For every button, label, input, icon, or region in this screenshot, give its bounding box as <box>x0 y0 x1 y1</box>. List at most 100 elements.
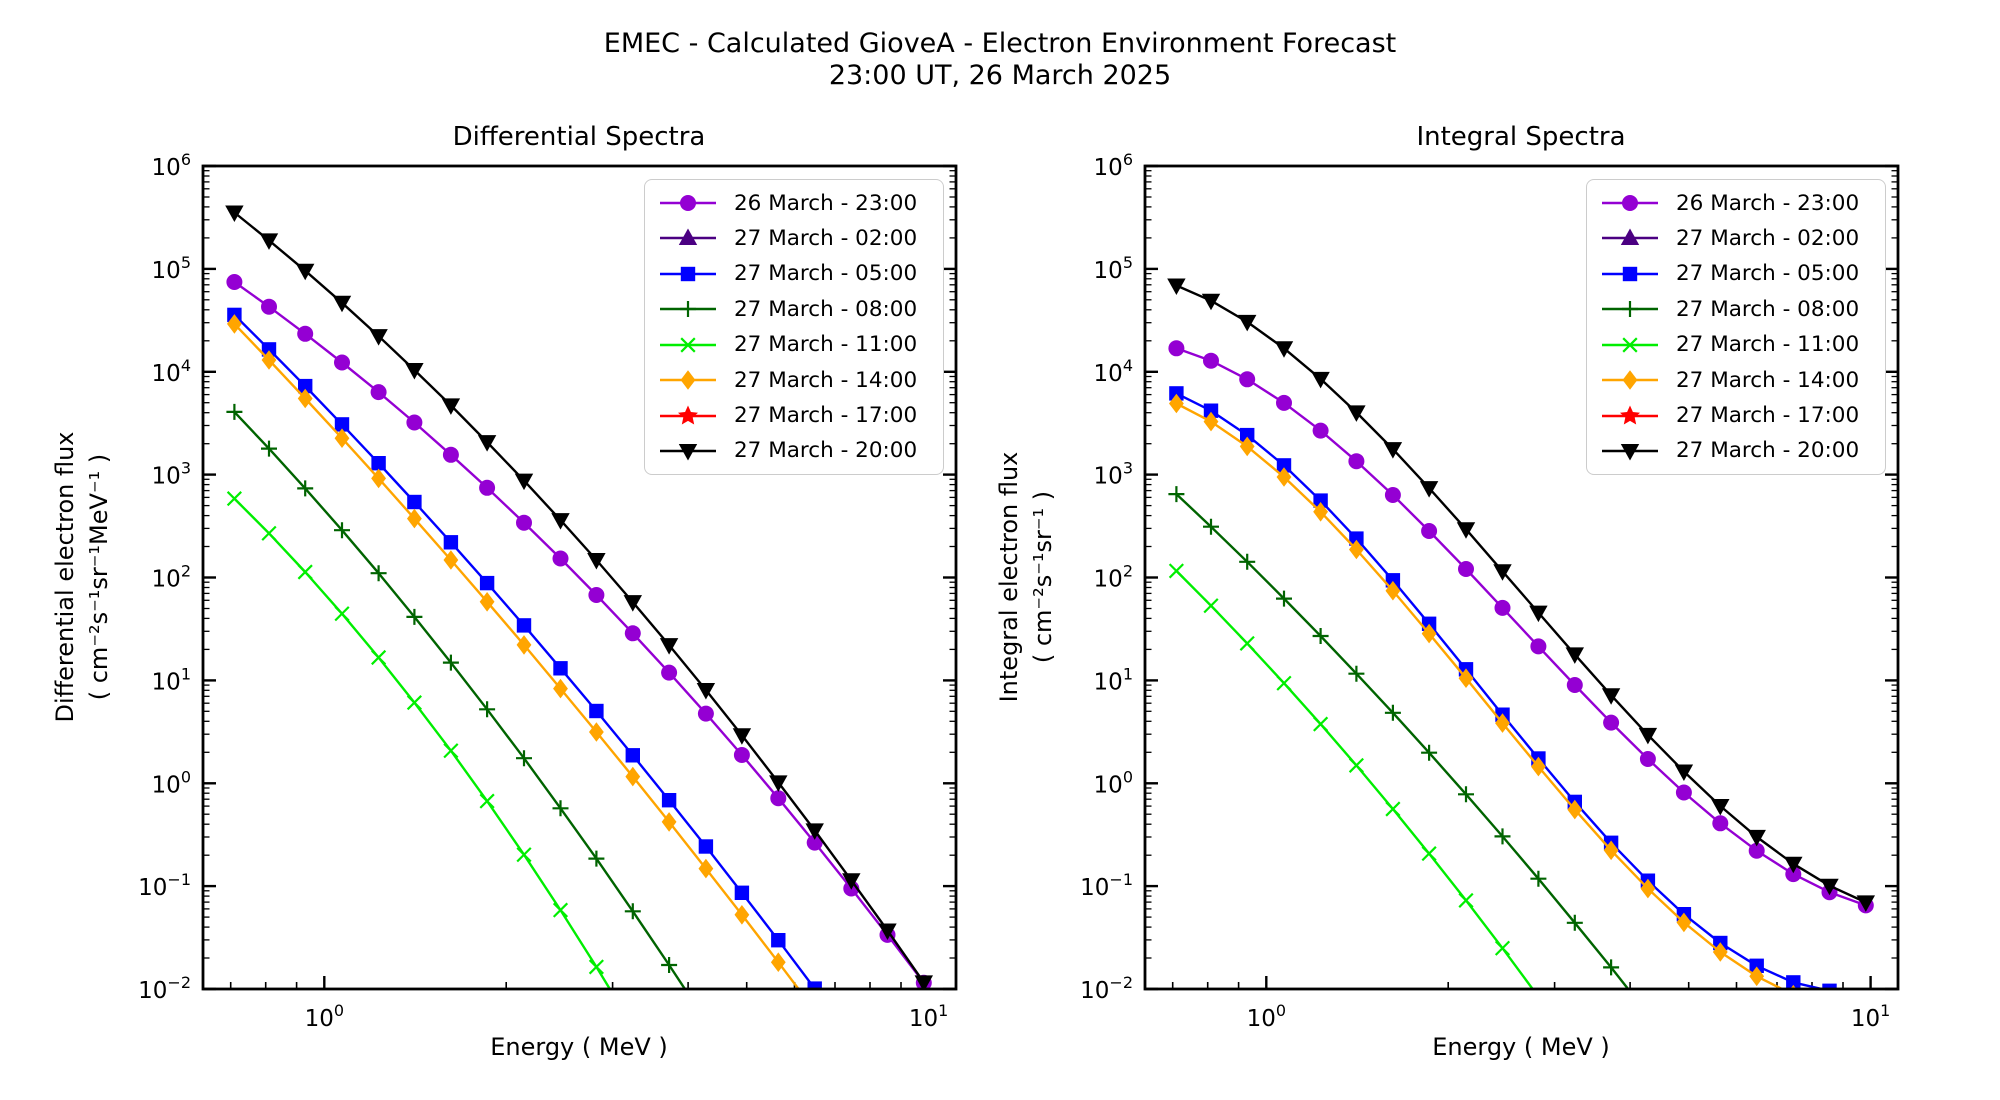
y-axis-label-integral: Integral electron flux ( cm⁻²s⁻¹sr⁻¹ ) <box>991 227 1061 927</box>
legend-label: 27 March - 11:00 <box>1676 332 1860 358</box>
legend-swatch-square-icon <box>660 266 716 282</box>
y-tick-label: 104 <box>1094 356 1133 387</box>
y-tick-label: 102 <box>1094 562 1133 593</box>
figure-suptitle: EMEC - Calculated GioveA - Electron Envi… <box>603 28 1397 59</box>
x-tick-label: 100 <box>1247 1001 1286 1032</box>
legend-entry: 27 March - 14:00 <box>1599 367 1879 393</box>
y-axis-label-units: ( cm⁻²s⁻¹sr⁻¹ ) <box>1029 490 1057 664</box>
x-axis-label-differential: Energy ( MeV ) <box>490 1033 668 1061</box>
axes-frame <box>201 164 958 991</box>
y-axis-label-text: Integral electron flux <box>995 451 1023 703</box>
y-tick-label: 100 <box>152 767 191 798</box>
axes-panel-0: 106 105 104 103 102 101 100 10−1 10−2 100 101 <box>138 150 958 1032</box>
axes-frame <box>1143 164 1900 991</box>
legend-entry: 26 March - 23:00 <box>1599 190 1879 216</box>
series-4 <box>226 491 612 989</box>
x-tick-label: 100 <box>305 1001 344 1032</box>
legend-label: 27 March - 20:00 <box>1676 438 1860 464</box>
panel-title-integral: Integral Spectra <box>1416 122 1626 152</box>
legend-label: 27 March - 20:00 <box>734 438 918 464</box>
legend-entry: 27 March - 05:00 <box>657 261 937 287</box>
legend-entry: 26 March - 23:00 <box>657 190 937 216</box>
legend-label: 27 March - 11:00 <box>734 332 918 358</box>
legend-swatch-circle-icon <box>660 195 716 211</box>
series-5 <box>1169 393 1797 989</box>
series-3 <box>1168 486 1630 989</box>
legend-label: 27 March - 17:00 <box>734 403 918 429</box>
legend-entry: 27 March - 17:00 <box>1599 403 1879 429</box>
x-tick-label: 101 <box>1851 1001 1890 1032</box>
legend-swatch-star-icon <box>660 405 716 425</box>
legend-entry: 27 March - 17:00 <box>657 403 937 429</box>
legend-entry: 27 March - 08:00 <box>657 296 937 322</box>
legend-entry: 27 March - 02:00 <box>657 225 937 251</box>
legend-entry: 27 March - 11:00 <box>657 332 937 358</box>
series-7 <box>225 205 933 989</box>
y-tick-label: 10−1 <box>1080 870 1133 901</box>
legend-swatch-plus-icon <box>1602 301 1658 318</box>
y-tick-label: 100 <box>1094 767 1133 798</box>
legend-swatch-square-icon <box>1602 266 1658 282</box>
y-tick-label: 105 <box>1094 253 1133 284</box>
y-tick-label: 101 <box>1094 664 1133 695</box>
legend-entry: 27 March - 08:00 <box>1599 296 1879 322</box>
axes-panel-1: 106 105 104 103 102 101 100 10−1 10−2 100 101 <box>1080 150 1900 1032</box>
legend-label: 27 March - 17:00 <box>1676 403 1860 429</box>
legend-label: 27 March - 05:00 <box>1676 261 1860 287</box>
legend-entry: 27 March - 20:00 <box>657 438 937 464</box>
legend-label: 27 March - 05:00 <box>734 261 918 287</box>
y-tick-label: 106 <box>1094 150 1133 181</box>
legend-label: 27 March - 14:00 <box>1676 367 1860 393</box>
legend-label: 26 March - 23:00 <box>1676 190 1860 216</box>
series-3 <box>226 403 687 989</box>
y-tick-label: 105 <box>152 253 191 284</box>
y-axis-label-text: Differential electron flux <box>51 431 79 723</box>
y-tick-label: 10−1 <box>138 870 191 901</box>
panel-title-differential: Differential Spectra <box>452 122 706 152</box>
legend-swatch-triangle_down-icon <box>1602 443 1658 461</box>
legend-swatch-triangle_down-icon <box>660 443 716 461</box>
legend-entry: 27 March - 05:00 <box>1599 261 1879 287</box>
series-4 <box>1168 563 1535 989</box>
y-tick-label: 103 <box>152 459 191 490</box>
legend-label: 27 March - 02:00 <box>1676 225 1860 251</box>
legend-label: 27 March - 14:00 <box>734 367 918 393</box>
legend-swatch-triangle_up-icon <box>660 228 716 246</box>
series-7 <box>1167 278 1875 912</box>
y-axis-label-differential: Differential electron flux ( cm⁻²s⁻¹sr⁻¹… <box>47 227 117 927</box>
y-tick-label: 10−2 <box>1080 973 1133 1004</box>
legend-swatch-triangle_up-icon <box>1602 228 1658 246</box>
legend-entry: 27 March - 11:00 <box>1599 332 1879 358</box>
y-tick-label: 102 <box>152 562 191 593</box>
legend-differential: 26 March - 23:00 27 March - 02:00 27 March… <box>644 179 944 475</box>
y-tick-label: 106 <box>152 150 191 181</box>
y-tick-label: 10−2 <box>138 973 191 1004</box>
y-axis-label-units: ( cm⁻²s⁻¹sr⁻¹MeV⁻¹ ) <box>85 453 113 701</box>
tick-labels: 106 105 104 103 102 101 100 10−1 10−2 100 101 <box>1080 150 1890 1032</box>
legend-swatch-circle-icon <box>1602 195 1658 211</box>
x-tick-label: 101 <box>909 1001 948 1032</box>
y-tick-label: 104 <box>152 356 191 387</box>
tick-labels: 106 105 104 103 102 101 100 10−1 10−2 100 101 <box>138 150 948 1032</box>
y-tick-label: 103 <box>1094 459 1133 490</box>
legend-swatch-plus-icon <box>660 301 716 318</box>
x-axis-label-integral: Energy ( MeV ) <box>1432 1033 1610 1061</box>
series-2 <box>1169 386 1837 989</box>
legend-swatch-star-icon <box>1602 405 1658 425</box>
legend-swatch-diamond-icon <box>1602 370 1658 390</box>
series-5 <box>227 314 801 989</box>
legend-label: 27 March - 08:00 <box>734 296 918 322</box>
legend-swatch-diamond-icon <box>660 370 716 390</box>
legend-label: 26 March - 23:00 <box>734 190 918 216</box>
legend-swatch-x-icon <box>1602 337 1658 353</box>
legend-swatch-x-icon <box>660 337 716 353</box>
legend-label: 27 March - 08:00 <box>1676 296 1860 322</box>
y-tick-label: 101 <box>152 664 191 695</box>
series-0 <box>1168 340 1874 914</box>
legend-integral: 26 March - 23:00 27 March - 02:00 27 March… <box>1586 179 1886 475</box>
figure-subtitle: 23:00 UT, 26 March 2025 <box>828 60 1172 91</box>
legend-entry: 27 March - 02:00 <box>1599 225 1879 251</box>
legend-label: 27 March - 02:00 <box>734 225 918 251</box>
